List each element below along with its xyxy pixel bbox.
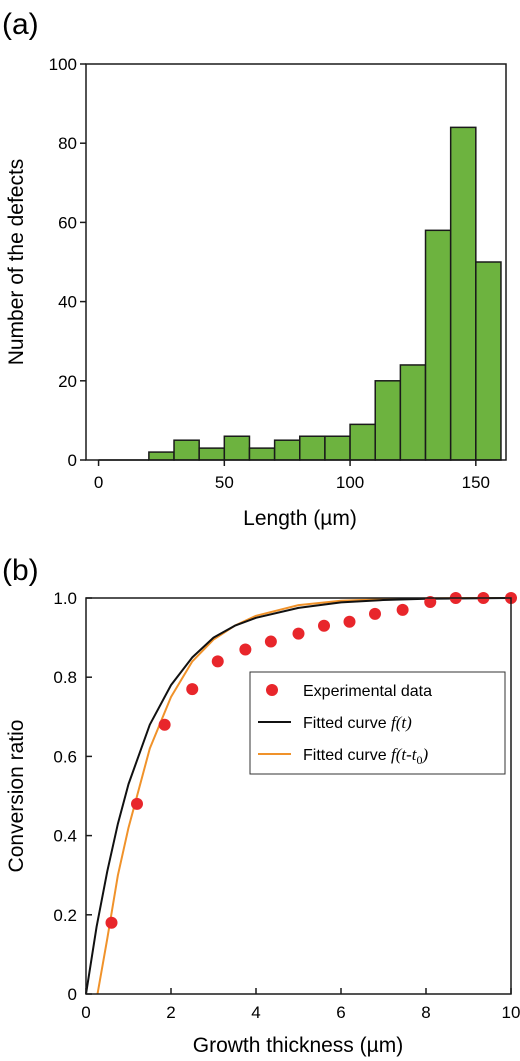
histogram-bar <box>475 261 502 461</box>
panel-a-label: (a) <box>2 8 39 41</box>
histogram-bar <box>324 435 351 461</box>
conversion-x-tick-label: 10 <box>502 1003 520 1022</box>
histogram-y-axis-label: Number of the defects <box>5 159 28 366</box>
legend-marker-experimental <box>266 684 278 696</box>
conversion-panel: (b) 0 2 4 6 8 10 0 0.2 0.4 0.6 0.8 1.0 Growth thick… <box>2 554 520 1057</box>
histogram-panel: (a) 0 50 100 150 0 20 40 60 80 100 Length (µm) Nu… <box>2 8 507 530</box>
conversion-x-tick-label: 0 <box>81 1003 90 1022</box>
histogram-bar <box>449 126 477 461</box>
histogram-bar <box>399 364 427 461</box>
conversion-x-tick-label: 2 <box>166 1003 175 1022</box>
conversion-plot-frame <box>85 597 512 995</box>
experimental-data-point <box>211 655 224 668</box>
experimental-data-point <box>424 595 437 608</box>
experimental-data-point <box>131 797 143 810</box>
histogram-bar <box>374 380 402 461</box>
histogram-y-tick-label: 80 <box>58 134 77 153</box>
histogram-bars <box>98 126 502 461</box>
histogram-bar <box>273 439 301 461</box>
conversion-y-tick-label: 0 <box>68 985 77 1004</box>
experimental-data-point <box>343 615 356 628</box>
histogram-bar <box>198 447 226 461</box>
conversion-x-tick-label: 4 <box>251 1003 260 1022</box>
experimental-data-point <box>239 643 252 656</box>
legend-label-fit-f-shift: Fitted curve f(t-t0) <box>303 745 429 767</box>
histogram-x-tick-label: 150 <box>462 473 490 492</box>
experimental-data-point <box>369 607 381 620</box>
conversion-y-tick-label: 0.8 <box>53 668 77 687</box>
histogram-x-tick-label: 0 <box>94 473 103 492</box>
histogram-plot-frame <box>85 63 507 461</box>
histogram-bar <box>148 451 175 461</box>
experimental-data-point <box>105 916 118 929</box>
conversion-x-axis-label: Growth thickness (µm) <box>193 1034 403 1057</box>
conversion-y-tick-label: 0.4 <box>53 827 77 846</box>
histogram-y-tick-label: 40 <box>58 293 77 312</box>
fitted-curve-f-line <box>85 597 512 995</box>
legend-label-fit-f: Fitted curve f(t) <box>303 713 412 732</box>
experimental-data-point <box>158 718 171 731</box>
experimental-data-point <box>396 603 409 616</box>
conversion-y-tick-label: 0.6 <box>53 747 77 766</box>
conversion-ticks: 0 2 4 6 8 10 0 0.2 0.4 0.6 0.8 1.0 <box>53 589 520 1022</box>
legend-label-fit-f-prefix: Fitted curve <box>303 715 391 732</box>
histogram-bar <box>349 423 376 461</box>
panel-b-label: (b) <box>2 554 39 587</box>
histogram-bar <box>173 439 200 461</box>
histogram-ticks: 0 50 100 150 0 20 40 60 80 100 <box>49 55 490 492</box>
experimental-data-point <box>318 619 330 632</box>
legend-box <box>249 671 506 775</box>
conversion-y-axis-label: Conversion ratio <box>5 720 28 873</box>
histogram-x-tick-label: 100 <box>336 473 364 492</box>
legend-label-experimental: Experimental data <box>303 683 432 700</box>
legend: Experimental data Fitted curve f(t) Fitt… <box>249 671 506 775</box>
histogram-y-tick-label: 60 <box>58 213 77 232</box>
histogram-x-tick-label: 50 <box>215 473 234 492</box>
legend-label-fit-f-shift-sub: 0 <box>417 753 423 767</box>
histogram-y-tick-label: 20 <box>58 372 77 391</box>
histogram-x-axis-label: Length (µm) <box>243 507 357 530</box>
fitted-curve-f-shift-line <box>96 597 511 995</box>
legend-label-fit-f-math: f(t) <box>391 713 412 732</box>
fitted-curves <box>85 597 512 995</box>
conversion-y-tick-label: 1.0 <box>53 589 77 608</box>
histogram-bar <box>223 435 251 461</box>
conversion-y-tick-label: 0.2 <box>53 906 77 925</box>
histogram-bar <box>299 435 326 461</box>
legend-label-fit-f-shift-close: ) <box>422 745 429 764</box>
conversion-x-tick-label: 8 <box>421 1003 430 1022</box>
experimental-data-point <box>292 627 305 640</box>
experimental-points <box>105 592 517 929</box>
histogram-y-tick-label: 100 <box>49 55 77 74</box>
experimental-data-point <box>186 683 199 696</box>
histogram-y-tick-label: 0 <box>68 451 77 470</box>
conversion-x-tick-label: 6 <box>336 1003 345 1022</box>
legend-label-fit-f-shift-prefix: Fitted curve <box>303 747 391 764</box>
legend-label-fit-f-shift-math: f(t-t <box>391 745 418 764</box>
histogram-bar <box>424 229 452 461</box>
histogram-bar <box>248 447 276 461</box>
experimental-data-point <box>264 635 277 648</box>
